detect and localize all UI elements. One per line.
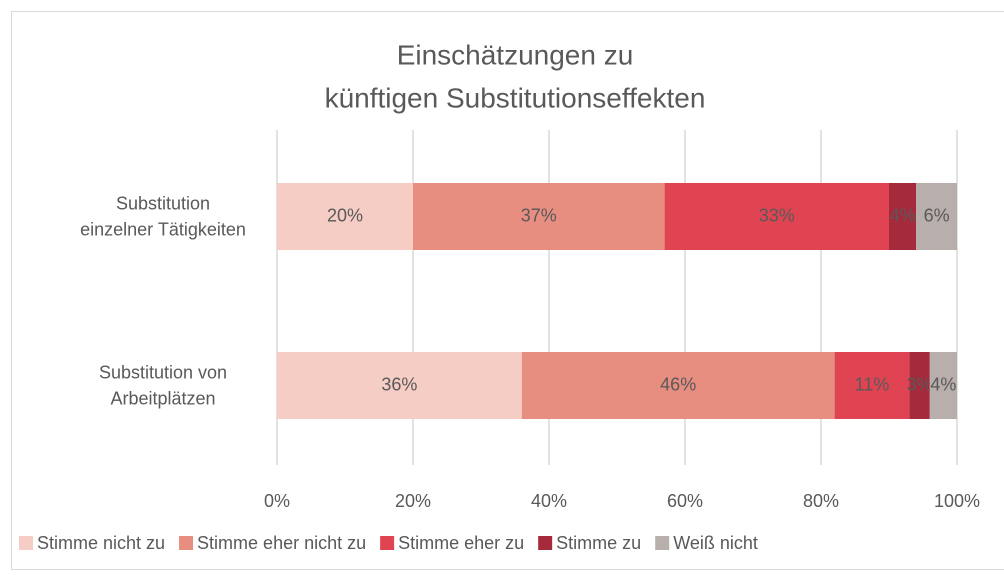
bar-segment [413, 183, 665, 250]
bar-segment [277, 352, 522, 419]
bar-segment [277, 183, 413, 250]
x-tick-label: 80% [803, 491, 839, 511]
legend-label: Weiß nicht [673, 533, 758, 553]
value-label: 36% [381, 374, 417, 394]
bar-segment [909, 352, 930, 419]
bar-segment [521, 352, 835, 419]
value-label: 6% [924, 205, 950, 225]
x-tick-label: 40% [531, 491, 567, 511]
bar-segment [889, 183, 917, 250]
legend-swatch [19, 536, 33, 550]
value-label: 4% [890, 205, 916, 225]
bar-segment [929, 352, 957, 419]
legend-label: Stimme nicht zu [37, 533, 165, 553]
bar-segment [916, 183, 957, 250]
y-tick-label: Arbeitplätzen [110, 388, 215, 408]
value-label: 33% [759, 205, 795, 225]
legend-swatch [538, 536, 553, 550]
bar-segment [664, 183, 889, 250]
legend-label: Stimme zu [556, 533, 641, 553]
chart-border [11, 11, 1004, 570]
legend-swatch [655, 536, 670, 550]
legend-label: Stimme eher zu [398, 533, 524, 553]
y-tick-label: einzelner Tätigkeiten [80, 219, 246, 239]
chart-title: Einschätzungen zu [397, 39, 634, 70]
legend-swatch [380, 536, 395, 550]
x-tick-label: 60% [667, 491, 703, 511]
bar-segment [834, 352, 910, 419]
chart-title: künftigen Substitutionseffekten [325, 82, 706, 113]
x-tick-label: 100% [934, 491, 980, 511]
value-label: 37% [521, 205, 557, 225]
y-tick-label: Substitution von [99, 362, 227, 382]
value-label: 11% [855, 374, 890, 394]
legend-swatch [179, 536, 194, 550]
legend-label: Stimme eher nicht zu [197, 533, 366, 553]
value-label: 20% [327, 205, 363, 225]
y-tick-label: Substitution [116, 193, 210, 213]
x-tick-label: 0% [264, 491, 290, 511]
value-label: 3% [907, 374, 933, 394]
x-tick-label: 20% [395, 491, 431, 511]
value-label: 4% [930, 374, 956, 394]
value-label: 46% [660, 374, 696, 394]
